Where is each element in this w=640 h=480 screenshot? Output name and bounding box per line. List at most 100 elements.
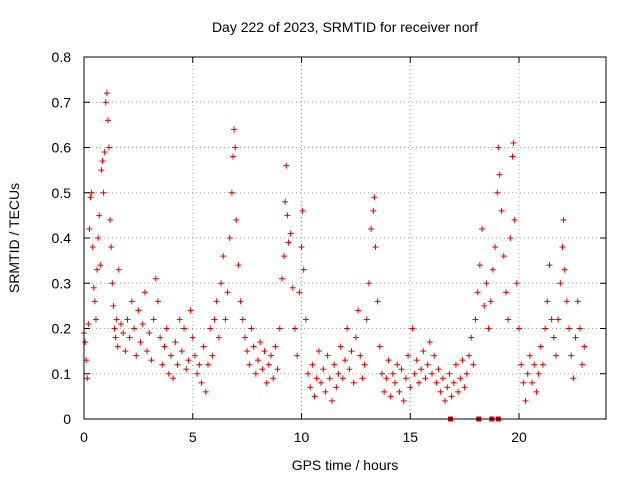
data-point [442,397,449,404]
data-point [537,343,544,350]
data-point [320,366,327,373]
data-point [191,352,198,359]
data-point [187,307,194,314]
data-point [461,384,468,391]
chart-title: Day 222 of 2023, SRMTID for receiver nor… [212,19,478,35]
data-point [444,384,451,391]
data-point [431,352,438,359]
data-point [470,361,477,368]
data-point [405,352,412,359]
data-point [505,316,512,323]
data-point [185,357,192,364]
data-point [255,357,261,364]
data-point [202,388,209,395]
data-point [141,289,148,296]
data-point [94,266,101,273]
data-point [150,316,157,323]
data-point [113,316,120,323]
data-point [233,216,240,223]
data-point [407,384,414,391]
data-point [337,343,344,350]
data-point [568,352,575,359]
data-point [268,352,275,359]
data-point [544,298,551,305]
data-point [110,302,117,309]
data-point [232,144,239,151]
data-point [381,388,388,395]
data-point [117,320,124,327]
data-point [468,334,475,341]
data-point [248,325,255,332]
data-point [418,366,425,373]
data-point [313,375,320,382]
data-point [498,207,505,214]
data-point [281,253,288,260]
data-point [455,388,462,395]
data-point [365,280,372,287]
data-point [198,379,205,386]
data-point [90,284,97,291]
data-point [259,366,266,373]
data-point [396,388,403,395]
data-point [372,244,379,251]
data-point [146,330,153,337]
data-point [91,298,98,305]
data-point [581,343,588,350]
data-point [307,384,314,391]
data-point [472,316,479,323]
data-point [102,99,109,106]
x-tick-label: 5 [189,429,197,445]
data-point [465,352,472,359]
data-point [439,375,446,382]
data-point [294,352,301,359]
data-point [324,352,331,359]
data-point [276,325,283,332]
data-point [526,352,533,359]
data-point [333,384,340,391]
data-point [529,379,536,386]
data-point [557,280,564,287]
data-point [502,289,509,296]
data-point [331,361,338,368]
data-point [229,153,236,160]
data-point [194,370,201,377]
data-point [263,379,270,386]
data-point [100,189,107,196]
data-point [137,339,144,346]
data-point [300,266,307,273]
data-point [278,275,285,282]
data-point [96,212,103,219]
data-point [368,225,375,232]
data-point [392,379,399,386]
data-point [494,189,501,196]
data-point [476,262,483,269]
data-point [131,325,138,332]
data-point [231,126,238,133]
data-point [87,194,94,201]
data-point [346,366,353,373]
data-point [106,144,113,151]
data-point [402,375,409,382]
data-point [152,275,159,282]
data-point [84,375,91,382]
data-point [265,361,272,368]
data-point [348,348,355,355]
data-point [539,361,546,368]
data-point [522,397,529,404]
data-point [128,298,135,305]
data-point [570,375,577,382]
data-point [200,343,207,350]
data-point [89,244,96,251]
data-point [560,216,567,223]
data-point [218,280,225,287]
data-point [378,370,385,377]
axis-ticks [83,56,606,420]
data-point [561,266,568,273]
y-tick-label: 0.3 [52,275,72,291]
data-point [220,253,227,260]
data-point [272,343,279,350]
data-point [282,198,289,205]
data-point [196,361,203,368]
data-point [283,162,290,169]
y-tick-label: 0.1 [52,366,72,382]
